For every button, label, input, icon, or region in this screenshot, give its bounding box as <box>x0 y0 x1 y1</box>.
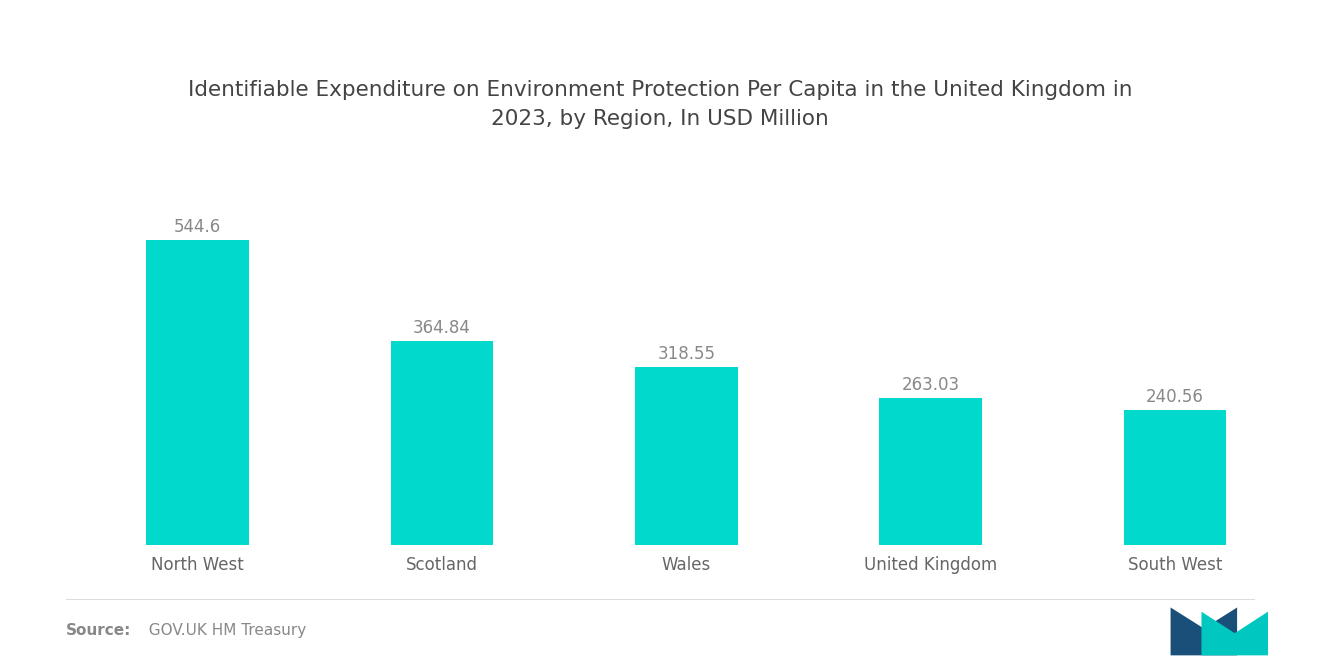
Bar <box>391 340 494 545</box>
Polygon shape <box>1201 612 1269 656</box>
Text: 318.55: 318.55 <box>657 344 715 362</box>
Bar <box>879 398 982 545</box>
Text: Identifiable Expenditure on Environment Protection Per Capita in the United King: Identifiable Expenditure on Environment … <box>187 80 1133 130</box>
Text: 240.56: 240.56 <box>1146 388 1204 406</box>
Text: Source:: Source: <box>66 623 132 638</box>
Text: 364.84: 364.84 <box>413 319 471 336</box>
Text: GOV.UK HM Treasury: GOV.UK HM Treasury <box>139 623 306 638</box>
Polygon shape <box>1171 608 1237 656</box>
Text: 263.03: 263.03 <box>902 376 960 394</box>
Bar <box>635 366 738 545</box>
Text: 544.6: 544.6 <box>174 218 222 236</box>
Bar <box>147 239 249 545</box>
Bar <box>1123 410 1226 545</box>
